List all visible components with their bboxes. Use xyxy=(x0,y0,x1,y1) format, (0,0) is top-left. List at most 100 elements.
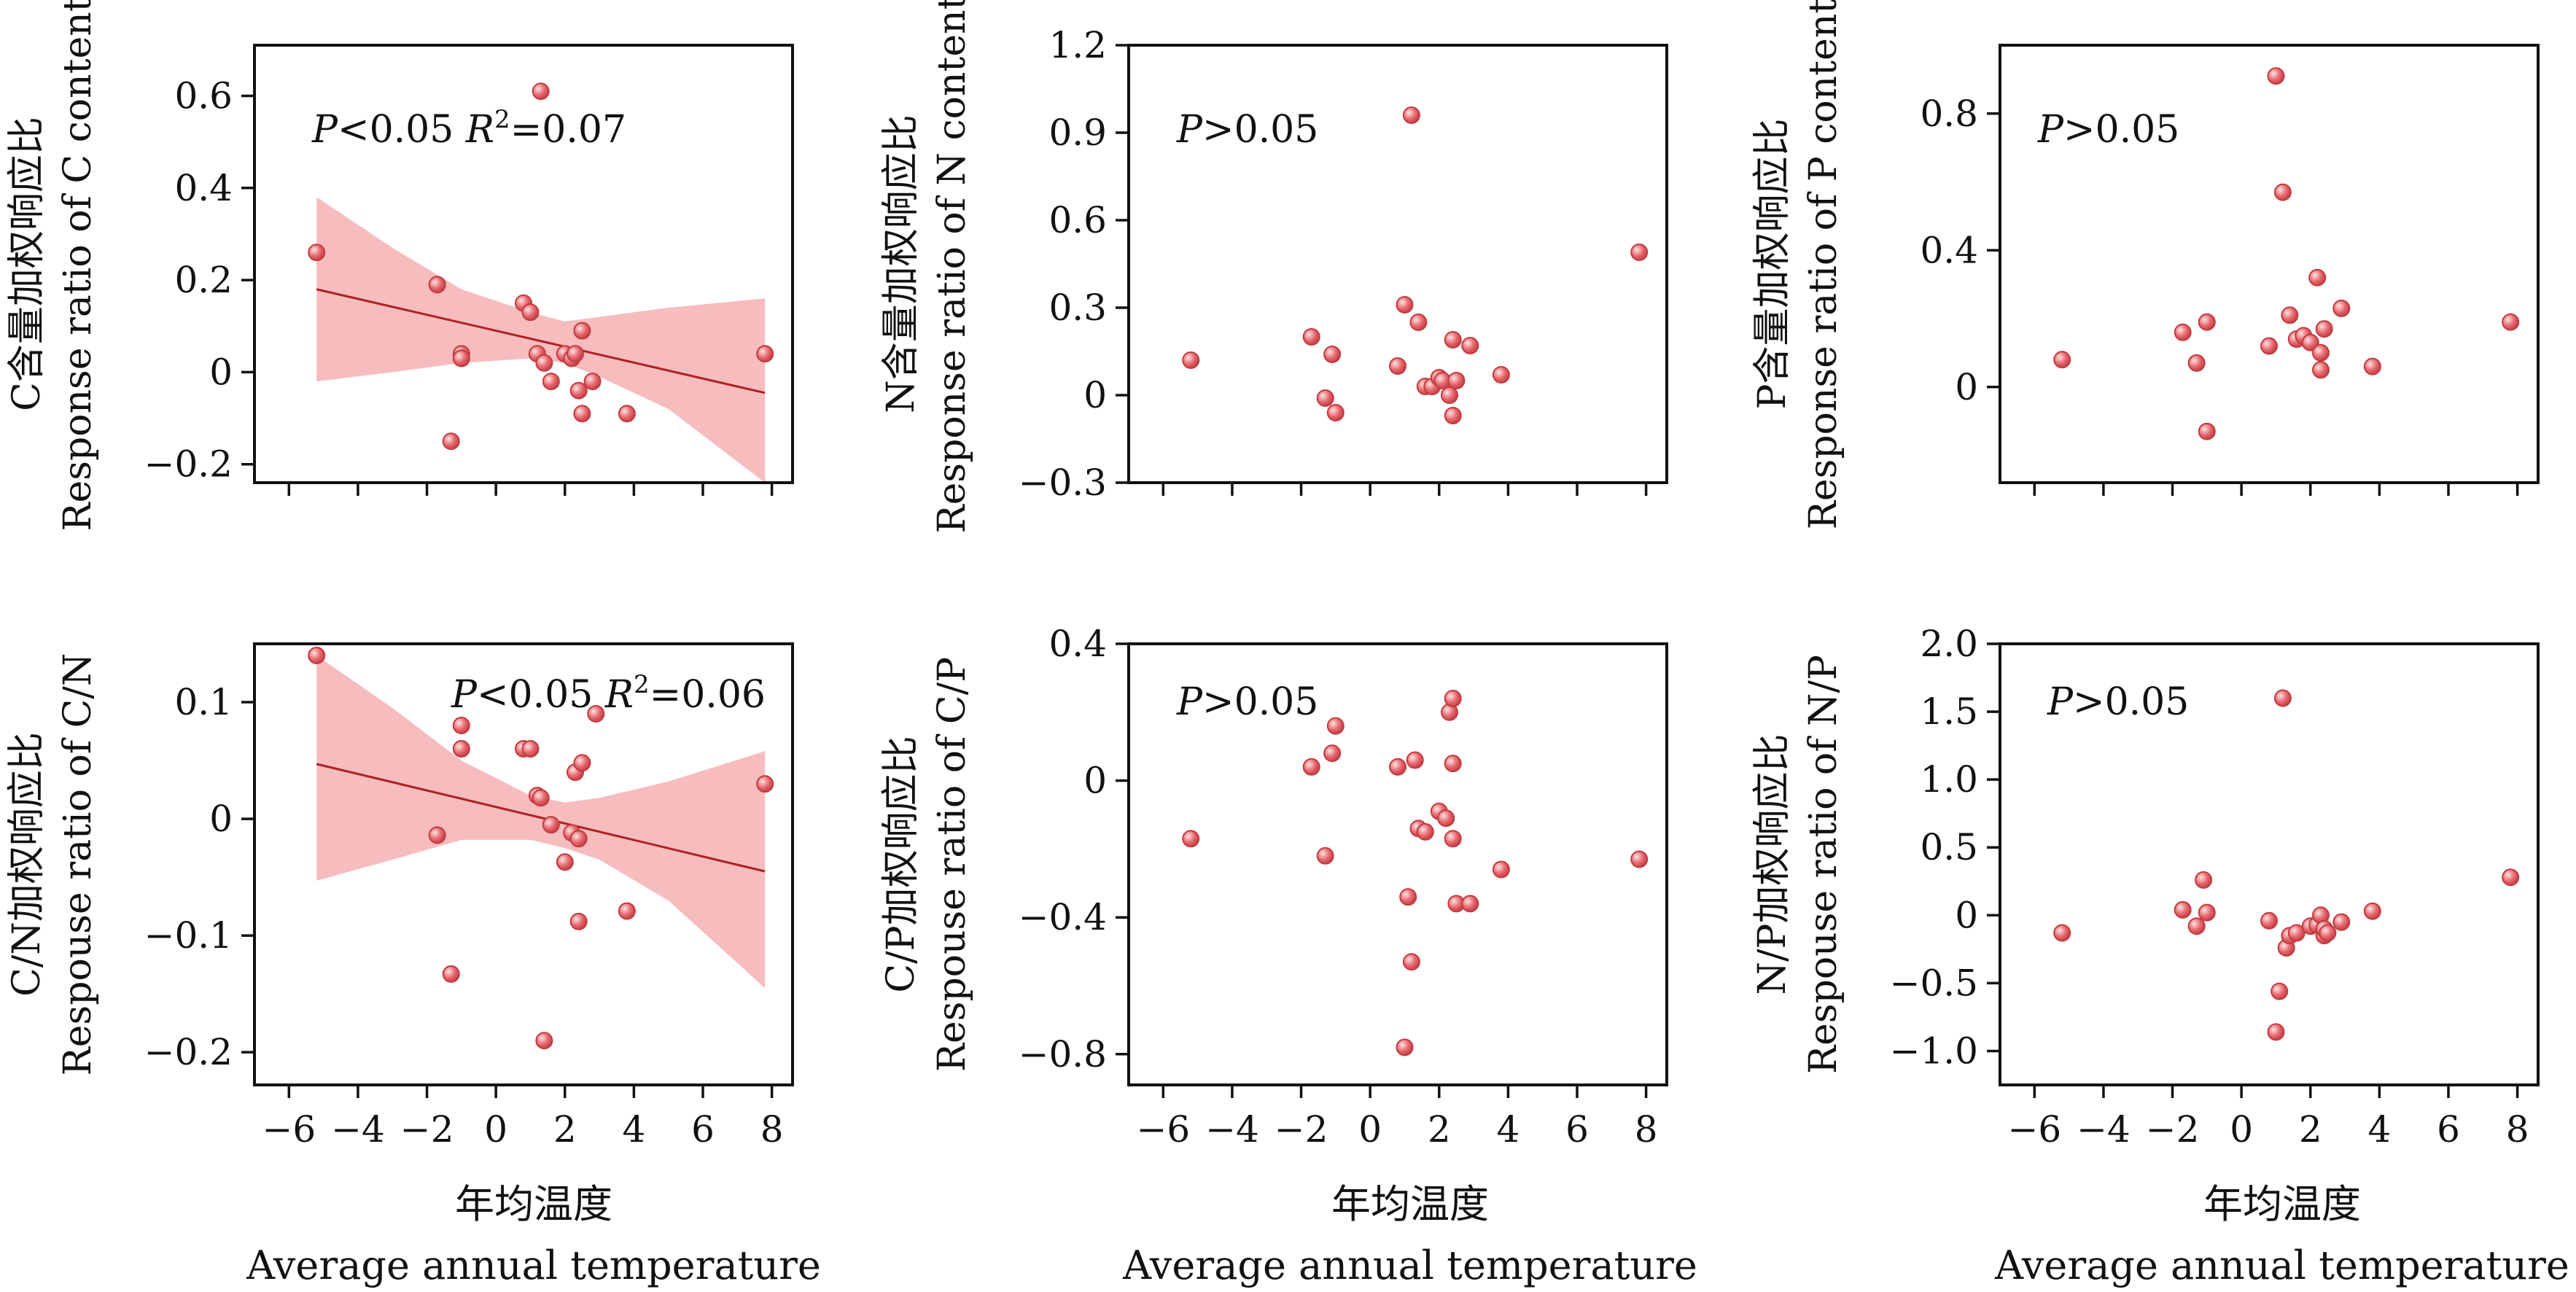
data-point xyxy=(618,405,636,423)
data-point xyxy=(573,405,591,423)
regression-line xyxy=(316,763,766,873)
y-axis-title-en: Respouse ratio of C/P xyxy=(930,657,974,1072)
data-point xyxy=(1444,331,1462,349)
data-point xyxy=(1323,346,1342,363)
data-point xyxy=(542,373,560,391)
data-point xyxy=(1399,888,1417,906)
data-point xyxy=(2315,320,2333,338)
data-point xyxy=(2502,868,2520,887)
data-point xyxy=(2174,323,2192,341)
x-tick-label: 4 xyxy=(622,1108,645,1151)
data-point xyxy=(1182,351,1200,369)
x-axis-title-en-middle: Average annual temperature xyxy=(1122,1242,1697,1288)
data-point xyxy=(2363,357,2381,375)
x-tick-label: −4 xyxy=(2077,1108,2131,1151)
y-tick-label: 0.4 xyxy=(174,167,233,209)
y-tick-label: −0.8 xyxy=(1019,1033,1107,1075)
data-point xyxy=(1409,314,1428,331)
y-tick-label: 0.8 xyxy=(1920,93,1978,135)
data-point xyxy=(2273,183,2292,201)
data-point xyxy=(1444,755,1462,773)
data-point xyxy=(1182,830,1200,848)
x-tick-label: 2 xyxy=(1428,1108,1451,1151)
data-point xyxy=(1302,328,1320,346)
data-point xyxy=(2270,982,2289,1000)
data-point xyxy=(2502,313,2520,331)
data-point xyxy=(573,754,591,772)
x-tick-label: 2 xyxy=(553,1108,577,1151)
y-tick-label: −0.2 xyxy=(144,443,233,486)
y-tick-label: 0 xyxy=(1083,374,1107,416)
data-point xyxy=(1323,744,1342,763)
data-point xyxy=(2332,299,2351,317)
data-point xyxy=(428,826,446,844)
y-tick-label: 0 xyxy=(1083,760,1107,802)
y-axis-title-cn: C/N加权响应比 xyxy=(5,732,49,997)
confidence-band xyxy=(316,655,766,989)
data-point xyxy=(532,82,550,101)
data-point xyxy=(2301,333,2319,351)
data-point xyxy=(2308,268,2327,287)
x-tick-label: −6 xyxy=(2007,1108,2061,1151)
plot-frame xyxy=(1127,44,1668,484)
y-tick-label: 2.0 xyxy=(1920,623,1978,665)
x-tick-label: 8 xyxy=(1635,1108,1658,1151)
data-point xyxy=(2267,67,2285,85)
x-tick-label: 6 xyxy=(1565,1108,1589,1151)
data-point xyxy=(2312,361,2330,379)
data-point xyxy=(2198,422,2216,440)
panel-c: −0.2 0 0.2 0.4 0.6 C含量加权响应比 Response ratio of … xyxy=(5,0,794,532)
data-point xyxy=(1396,1038,1414,1056)
data-point xyxy=(756,775,774,793)
x-tick-label: −4 xyxy=(331,1108,385,1151)
data-point xyxy=(452,349,470,367)
y-tick-label: 1.5 xyxy=(1920,690,1978,733)
data-point xyxy=(2332,913,2351,931)
y-axis-title-en: Response ratio of C content xyxy=(56,0,100,532)
y-tick-label: 0.4 xyxy=(1920,229,1978,271)
y-tick-label: −0.5 xyxy=(1890,962,1978,1004)
data-point xyxy=(618,902,636,920)
data-point xyxy=(1396,296,1414,314)
y-axis-title-cn: C/P加权响应比 xyxy=(879,736,923,992)
x-axis-title-cn-left: 年均温度 xyxy=(455,1181,612,1227)
y-tick-label: 0 xyxy=(209,351,233,393)
data-point xyxy=(1316,389,1334,407)
y-tick-label: 0 xyxy=(209,798,233,840)
data-point xyxy=(1444,407,1462,424)
x-tick-label: −2 xyxy=(2146,1108,2200,1151)
y-tick-label: 1.2 xyxy=(1048,24,1107,66)
x-tick-label: 8 xyxy=(760,1108,784,1151)
data-point xyxy=(1630,244,1649,261)
data-point xyxy=(2363,902,2381,920)
panel-np: −6 −4 −2 0 2 4 6 8 −1.0 −0.5 0 0.5 1.0 1.5 2.0 N/P加权响应比… xyxy=(1751,623,2540,1151)
data-point xyxy=(1447,372,1466,389)
plot-frame xyxy=(253,642,794,1086)
y-tick-label: 0.9 xyxy=(1048,112,1107,154)
stat-annotation: P<0.05 R2=0.06 xyxy=(451,670,766,717)
data-point xyxy=(1441,386,1458,404)
y-axis-title-cn: N/P加权响应比 xyxy=(1751,733,1794,995)
x-axis-title-en-right: Average annual temperature xyxy=(1994,1242,2569,1288)
data-point xyxy=(542,816,560,834)
data-point xyxy=(1326,717,1345,735)
data-point xyxy=(442,965,460,983)
data-point xyxy=(1630,850,1649,868)
x-tick-label: −6 xyxy=(262,1108,316,1151)
y-tick-label: 0.6 xyxy=(174,74,233,117)
stat-annotation: P>0.05 xyxy=(1176,680,1318,724)
y-tick-label: 0.4 xyxy=(1048,623,1107,665)
x-tick-label: −4 xyxy=(1205,1108,1259,1151)
x-tick-label: 6 xyxy=(691,1108,715,1151)
x-axis-title-cn-right: 年均温度 xyxy=(2203,1181,2361,1227)
x-tick-label: −6 xyxy=(1136,1108,1190,1151)
regression-line xyxy=(316,288,766,394)
data-point xyxy=(2198,313,2216,331)
data-point xyxy=(1406,751,1424,769)
y-tick-label: −0.1 xyxy=(144,914,233,957)
panel-cp: −6 −4 −2 0 2 4 6 8 −0.8 −0.4 0 0.4 C/P加权响应比 Respouse … xyxy=(879,623,1668,1151)
y-tick-label: 0.6 xyxy=(1048,199,1107,241)
x-tick-label: 0 xyxy=(1358,1108,1382,1151)
data-point xyxy=(442,432,460,451)
